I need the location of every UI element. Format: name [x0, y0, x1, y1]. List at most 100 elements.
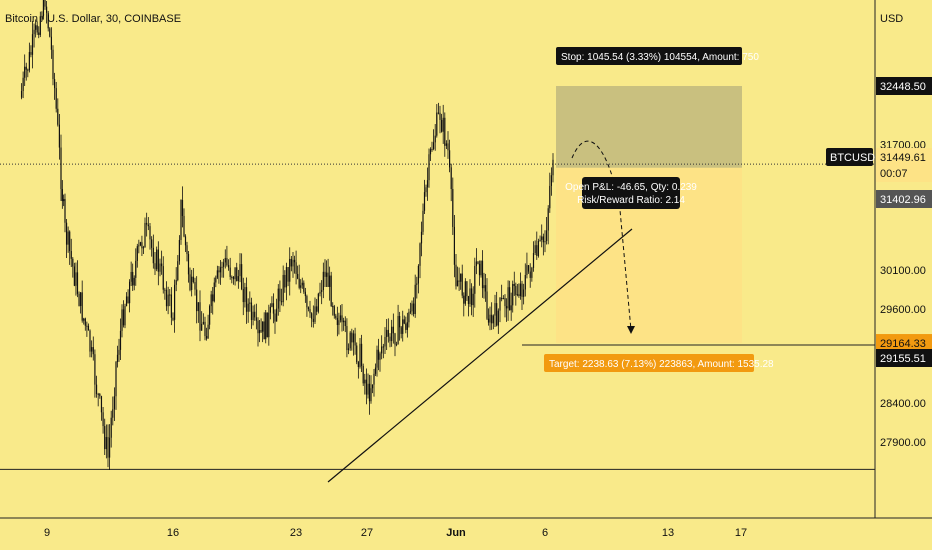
candle-body	[146, 222, 148, 225]
position-rr-text: Risk/Reward Ratio: 2.14	[577, 195, 685, 206]
candle-body	[437, 112, 439, 114]
y-tick-label: 28400.00	[880, 398, 926, 410]
candle-body	[425, 187, 427, 193]
candle-body	[367, 383, 369, 395]
candle-body	[481, 260, 484, 289]
axis-symbol-bg	[826, 148, 873, 166]
candle-body	[142, 247, 145, 249]
candle-body	[336, 318, 338, 326]
candle-body	[408, 312, 410, 323]
candle-body	[512, 284, 514, 306]
candle-body	[474, 266, 476, 294]
candle-body	[426, 180, 429, 188]
candle-body	[341, 315, 343, 323]
candle-body	[73, 266, 75, 286]
candle-body	[124, 306, 126, 326]
candle-body	[27, 69, 29, 71]
x-tick-label: 16	[167, 527, 179, 539]
candle-body	[130, 271, 132, 282]
candle-body	[170, 294, 172, 318]
candle-body	[252, 311, 254, 321]
candle-body	[183, 215, 185, 237]
candle-body	[254, 311, 256, 318]
candle-body	[298, 278, 300, 288]
candle-body	[86, 325, 88, 327]
candle-body	[515, 285, 517, 295]
candle-body	[351, 332, 353, 343]
x-axis[interactable]: 9 16 23 27 Jun 6 13 17	[44, 527, 747, 539]
candle-body	[104, 426, 106, 450]
target-label-bg	[544, 354, 754, 372]
axis-countdown-text: 00:07	[880, 168, 908, 180]
candle-body	[46, 6, 48, 13]
candle-body	[149, 226, 151, 240]
candle-body	[244, 287, 246, 303]
candle-body	[312, 318, 314, 322]
candle-body	[139, 242, 141, 246]
candle-body	[227, 265, 230, 268]
candle-body	[63, 199, 65, 202]
candle-body	[237, 276, 239, 282]
candle-body	[419, 243, 421, 266]
candle-body	[333, 306, 335, 316]
axis-stop-text: 32448.50	[880, 81, 926, 93]
candle-body	[526, 265, 528, 276]
candle-body	[115, 362, 117, 397]
candle-body	[314, 306, 316, 322]
candle-body	[141, 242, 143, 249]
candle-body	[172, 317, 174, 320]
candle-body	[439, 112, 441, 120]
x-tick-label: Jun	[446, 527, 466, 539]
candle-body	[464, 281, 466, 304]
candle-body	[112, 409, 114, 418]
candle-body	[423, 192, 426, 211]
candle-body	[400, 327, 402, 334]
candle-body	[330, 275, 332, 307]
candle-body	[20, 90, 23, 98]
candle-body	[184, 236, 187, 246]
candle-body	[546, 230, 548, 242]
target-label: Target: 2238.63 (7.13%) 223863, Amount: …	[544, 354, 774, 372]
candle-body	[513, 284, 515, 286]
candle-body	[371, 384, 374, 389]
candle-body	[135, 260, 137, 278]
candle-body	[289, 258, 291, 282]
candle-body	[204, 321, 206, 337]
candle-body	[458, 280, 460, 282]
candle-body	[346, 326, 348, 351]
stop-label: Stop: 1045.54 (3.33%) 104554, Amount: 75…	[556, 47, 759, 65]
candle-body	[258, 330, 261, 334]
candle-body	[417, 265, 419, 284]
candle-body	[484, 285, 487, 292]
candle-body	[494, 303, 496, 316]
candle-body	[92, 347, 94, 355]
candle-body	[125, 296, 128, 307]
candle-body	[242, 288, 244, 303]
candle-body	[392, 326, 394, 334]
candle-body	[452, 189, 454, 227]
candle-body	[478, 263, 481, 276]
candle-body	[84, 318, 86, 326]
candle-body	[152, 247, 154, 264]
candle-body	[391, 326, 393, 342]
trendline[interactable]	[327, 228, 633, 483]
projection-arrow-icon	[627, 326, 635, 334]
target-label-text: Target: 2238.63 (7.13%) 223863, Amount: …	[549, 359, 774, 370]
candle-body	[167, 294, 169, 307]
candle-body	[22, 77, 24, 91]
candle-body	[52, 49, 54, 80]
candle-body	[241, 264, 243, 289]
candle-body	[174, 284, 176, 320]
candle-body	[231, 276, 233, 278]
candle-body	[523, 289, 525, 297]
axis-marker2-bg	[876, 190, 932, 208]
stop-zone[interactable]	[556, 86, 742, 168]
candle-body	[491, 314, 493, 324]
candle-body	[325, 272, 328, 277]
candle-body	[486, 291, 488, 319]
candle-body	[280, 301, 283, 303]
candle-body	[67, 231, 69, 245]
candle-body	[519, 283, 522, 296]
